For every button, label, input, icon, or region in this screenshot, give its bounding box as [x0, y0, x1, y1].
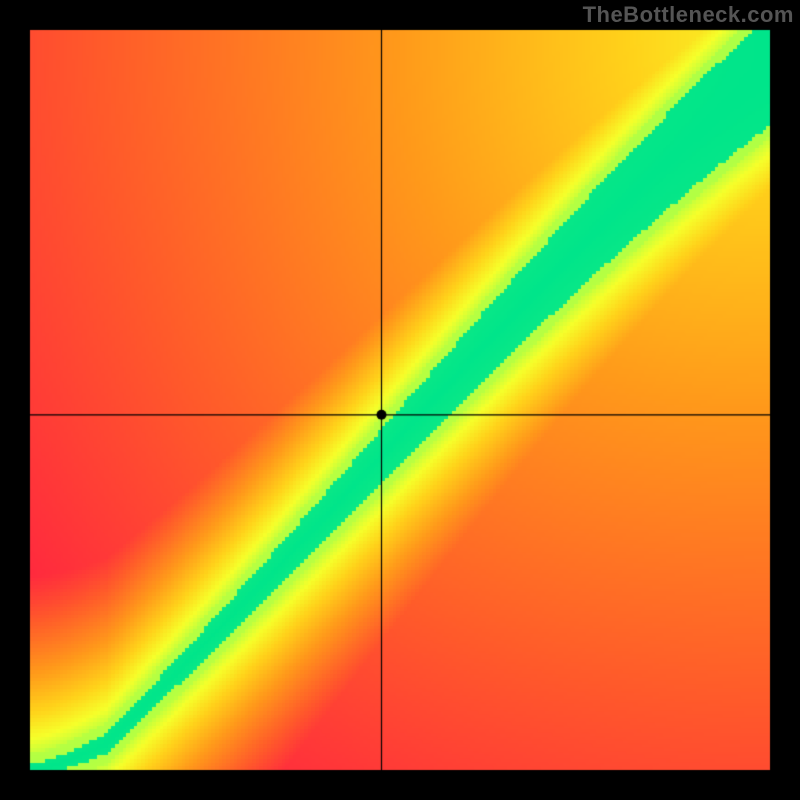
- bottleneck-heatmap-chart: { "watermark": { "text": "TheBottleneck.…: [0, 0, 800, 800]
- heatmap-canvas: [0, 0, 800, 800]
